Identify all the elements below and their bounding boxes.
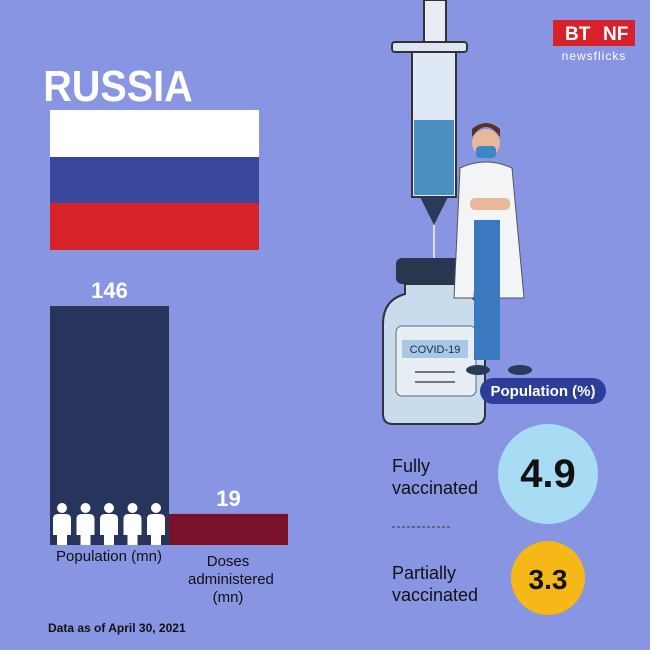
syringe [391,0,468,262]
vial-label: COVID-19 [410,344,461,356]
vial [382,258,486,425]
people-icons [53,503,165,545]
person-head [151,503,161,513]
footnote: Data as of April 30, 2021 [48,621,186,635]
person-head [104,503,114,513]
fully-circle [498,424,598,524]
value-label: 19 [216,486,240,511]
item-label: Partially vaccinated [392,563,479,605]
value-label: 146 [91,278,128,303]
bar [169,513,288,545]
fully-value: 4.9 [520,452,576,496]
heading: Population (%) [491,383,596,400]
logo-tagline: newsflicks [562,49,627,63]
category-label: Population (mn) [56,548,162,565]
partially-circle [511,541,585,615]
person-body [100,514,118,545]
logo-right: NF [603,24,628,45]
item-label: Fully vaccinated [392,456,479,498]
category-label: Doses administered (mn) [188,553,274,606]
flag-red [50,203,259,250]
person-head [127,503,138,513]
flag-white [50,110,259,157]
logo-box [553,20,635,46]
partially-value: 3.3 [528,564,568,595]
person-head [57,503,67,513]
title: RUSSIA [43,61,193,110]
person-head [80,503,91,513]
person-body [76,514,95,545]
person-body [147,514,165,545]
doctor [453,123,532,375]
heading-pill [480,378,606,404]
logo-left: BT [565,24,591,45]
person-body [53,514,71,545]
flag-blue [50,157,259,203]
person-body [123,514,142,545]
